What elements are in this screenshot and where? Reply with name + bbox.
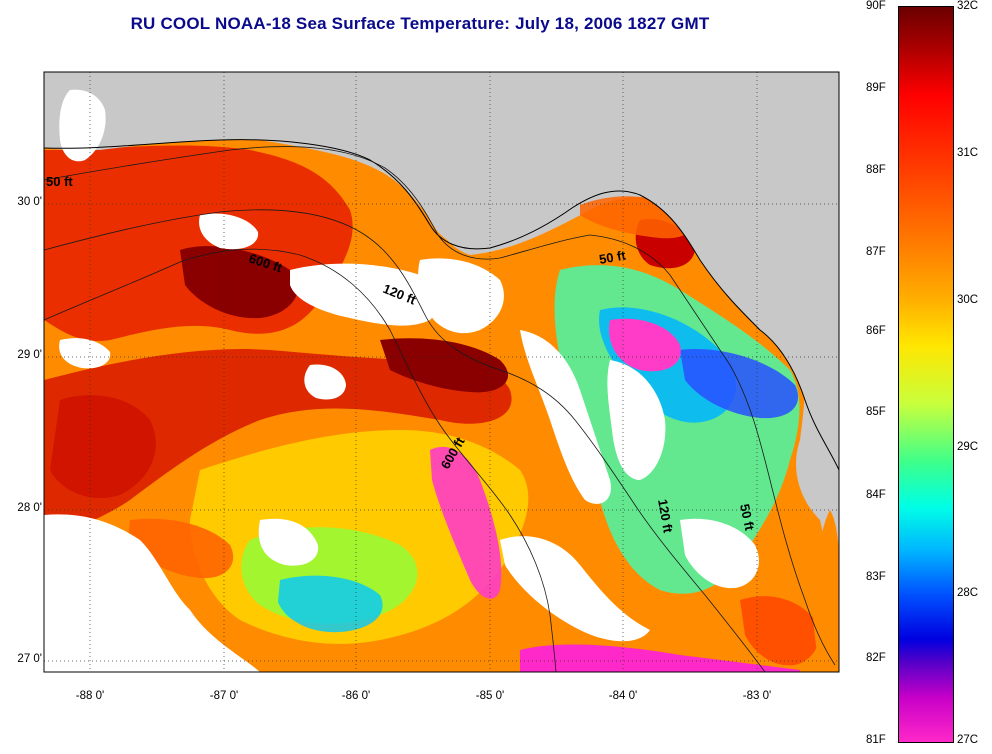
sst-field: 50 ft 600 ft 120 ft 50 ft 600 ft 120 ft … xyxy=(44,72,839,672)
temperature-colorbar xyxy=(898,6,954,743)
depth-label: 50 ft xyxy=(46,174,73,189)
colorbar-f-label: 84F xyxy=(866,489,886,501)
lon-label: -86 0' xyxy=(341,690,371,702)
colorbar-f-label: 86F xyxy=(866,325,886,337)
lon-label: -84 0' xyxy=(608,690,638,702)
map-title: RU COOL NOAA-18 Sea Surface Temperature:… xyxy=(130,14,710,33)
colorbar-f-label: 89F xyxy=(866,82,886,94)
lat-label: 28 0' xyxy=(17,502,42,514)
colorbar-f-label: 81F xyxy=(866,734,886,746)
sst-map: 50 ft 600 ft 120 ft 50 ft 600 ft 120 ft … xyxy=(43,71,840,673)
lon-label: -85 0' xyxy=(475,690,505,702)
lon-label: -83 0' xyxy=(742,690,772,702)
colorbar-f-label: 90F xyxy=(866,0,886,12)
lon-label: -87 0' xyxy=(209,690,239,702)
graticule xyxy=(44,72,839,672)
colorbar-c-label: 28C xyxy=(957,587,979,599)
colorbar-c-label: 27C xyxy=(957,734,979,746)
lat-label: 30 0' xyxy=(17,196,42,208)
colorbar-f-label: 85F xyxy=(866,406,886,418)
lon-label: -88 0' xyxy=(75,690,105,702)
depth-label: 50 ft xyxy=(598,247,628,267)
map-frame xyxy=(43,71,840,673)
depth-label: 120 ft xyxy=(655,498,676,535)
colorbar-c-label: 31C xyxy=(957,147,979,159)
lat-label: 29 0' xyxy=(17,349,42,361)
colorbar-c-label: 30C xyxy=(957,294,979,306)
colorbar-f-label: 82F xyxy=(866,652,886,664)
colorbar-f-label: 83F xyxy=(866,571,886,583)
colorbar-c-label: 29C xyxy=(957,441,979,453)
lat-label: 27 0' xyxy=(17,653,42,665)
colorbar-f-label: 88F xyxy=(866,164,886,176)
colorbar-f-label: 87F xyxy=(866,246,886,258)
colorbar-c-label: 32C xyxy=(957,0,979,12)
